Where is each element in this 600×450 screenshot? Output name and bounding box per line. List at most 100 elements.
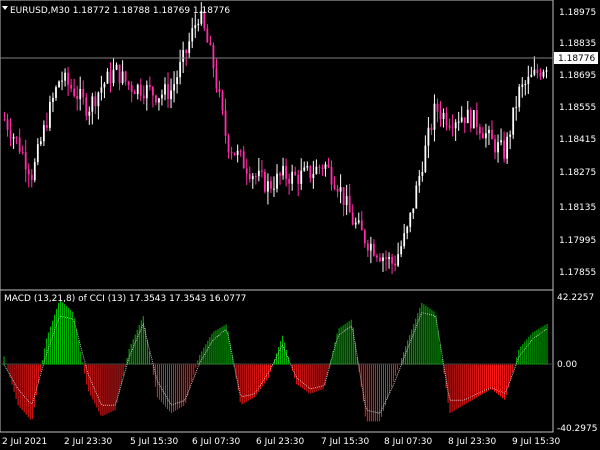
candle-body xyxy=(403,233,406,247)
candle-body xyxy=(354,222,357,225)
candle-body xyxy=(369,243,372,251)
candle-body xyxy=(457,121,460,123)
candle-body xyxy=(488,129,490,134)
price-label: 1.18975 xyxy=(559,8,596,18)
candle-body xyxy=(145,85,148,99)
candle-body xyxy=(170,90,172,100)
candle-body xyxy=(6,119,9,130)
candle-body xyxy=(333,184,336,189)
candle-body xyxy=(42,125,45,142)
candle-body xyxy=(115,64,118,70)
candle-body xyxy=(209,42,212,46)
candle-body xyxy=(245,168,248,174)
candle-body xyxy=(109,71,112,84)
candle-body xyxy=(460,117,463,122)
candle-body xyxy=(191,28,194,42)
candle-body xyxy=(530,74,533,77)
candle-body xyxy=(342,187,345,205)
candle-body xyxy=(494,139,496,153)
candle-body xyxy=(188,41,191,53)
time-label: 9 Jul 15:30 xyxy=(512,437,561,447)
candle-body xyxy=(30,174,33,181)
candle-body xyxy=(415,185,418,209)
candle-body xyxy=(67,72,69,85)
candle-body xyxy=(524,84,527,86)
candle-body xyxy=(136,84,139,95)
candle-body xyxy=(85,97,88,116)
candle-body xyxy=(173,84,175,91)
candle-body xyxy=(339,187,342,192)
price-label: 1.18275 xyxy=(559,168,596,178)
candle-body xyxy=(527,76,530,85)
candle-body xyxy=(478,127,481,134)
collapse-triangle-icon[interactable] xyxy=(2,6,8,10)
macd-histogram xyxy=(3,300,548,422)
macd-panel[interactable]: MACD (13,21,8) of CCI (13) 17.3543 17.35… xyxy=(0,289,554,433)
candle-body xyxy=(351,212,354,225)
candle-body xyxy=(297,174,300,184)
candle-body xyxy=(324,164,327,169)
candle-body xyxy=(73,88,76,96)
candle-body xyxy=(70,84,73,89)
price-label: 1.18415 xyxy=(559,135,596,145)
candle-body xyxy=(118,64,121,84)
price-panel[interactable]: EURUSD,M30 1.18772 1.18788 1.18769 1.187… xyxy=(0,0,554,291)
candle-body xyxy=(439,111,442,120)
candle-body xyxy=(161,94,163,99)
candle-body xyxy=(218,88,221,93)
candle-body xyxy=(394,263,396,266)
candle-body xyxy=(182,50,185,62)
candle-body xyxy=(482,133,484,139)
macd-level: -40.2975 xyxy=(557,424,597,434)
price-label: 1.18135 xyxy=(559,203,596,213)
candle-body xyxy=(155,95,157,103)
macd-panel-border xyxy=(0,289,554,433)
candle-body xyxy=(288,178,291,184)
candle-body xyxy=(49,101,51,128)
candle-body xyxy=(285,165,287,179)
candle-body xyxy=(264,171,266,192)
price-label: 1.18695 xyxy=(559,71,596,81)
candle-body xyxy=(536,69,539,74)
candle-body xyxy=(227,135,230,153)
candle-body xyxy=(15,137,18,139)
candle-body xyxy=(94,96,97,107)
candle-body xyxy=(454,122,457,129)
candle-body xyxy=(76,95,79,100)
candle-body xyxy=(327,164,330,167)
candle-body xyxy=(254,176,257,178)
time-axis: 2 Jul 2021 2 Jul 23:30 5 Jul 15:30 6 Jul… xyxy=(2,437,561,447)
candle-body xyxy=(385,257,387,259)
macd-level: 42.2257 xyxy=(557,293,594,303)
candle-body xyxy=(518,86,521,108)
candle-body xyxy=(267,181,269,192)
candle-body xyxy=(406,226,409,234)
candle-body xyxy=(151,86,154,96)
candle-body xyxy=(200,10,203,24)
candle-body xyxy=(433,103,436,130)
candle-body xyxy=(521,84,524,87)
candle-body xyxy=(315,166,318,174)
candle-body xyxy=(363,230,366,244)
candle-body xyxy=(52,97,54,102)
candle-body xyxy=(373,243,375,256)
signal-line xyxy=(3,312,548,414)
macd-level: 0.00 xyxy=(557,360,577,370)
price-label: 1.17995 xyxy=(559,236,596,246)
candle-body xyxy=(179,61,182,78)
candle-body xyxy=(197,23,200,26)
candle-body xyxy=(24,152,27,170)
price-label: 1.18555 xyxy=(559,103,596,113)
candle-body xyxy=(242,151,245,169)
candle-body xyxy=(158,98,160,103)
candle-body xyxy=(64,72,66,81)
time-label: 8 Jul 07:30 xyxy=(384,437,433,447)
candle-body xyxy=(424,145,427,172)
candle-body xyxy=(133,91,136,95)
candle-body xyxy=(497,142,499,153)
candle-body xyxy=(533,69,536,75)
candle-body xyxy=(39,141,42,145)
candle-body xyxy=(212,45,215,69)
candle-body xyxy=(491,129,493,140)
